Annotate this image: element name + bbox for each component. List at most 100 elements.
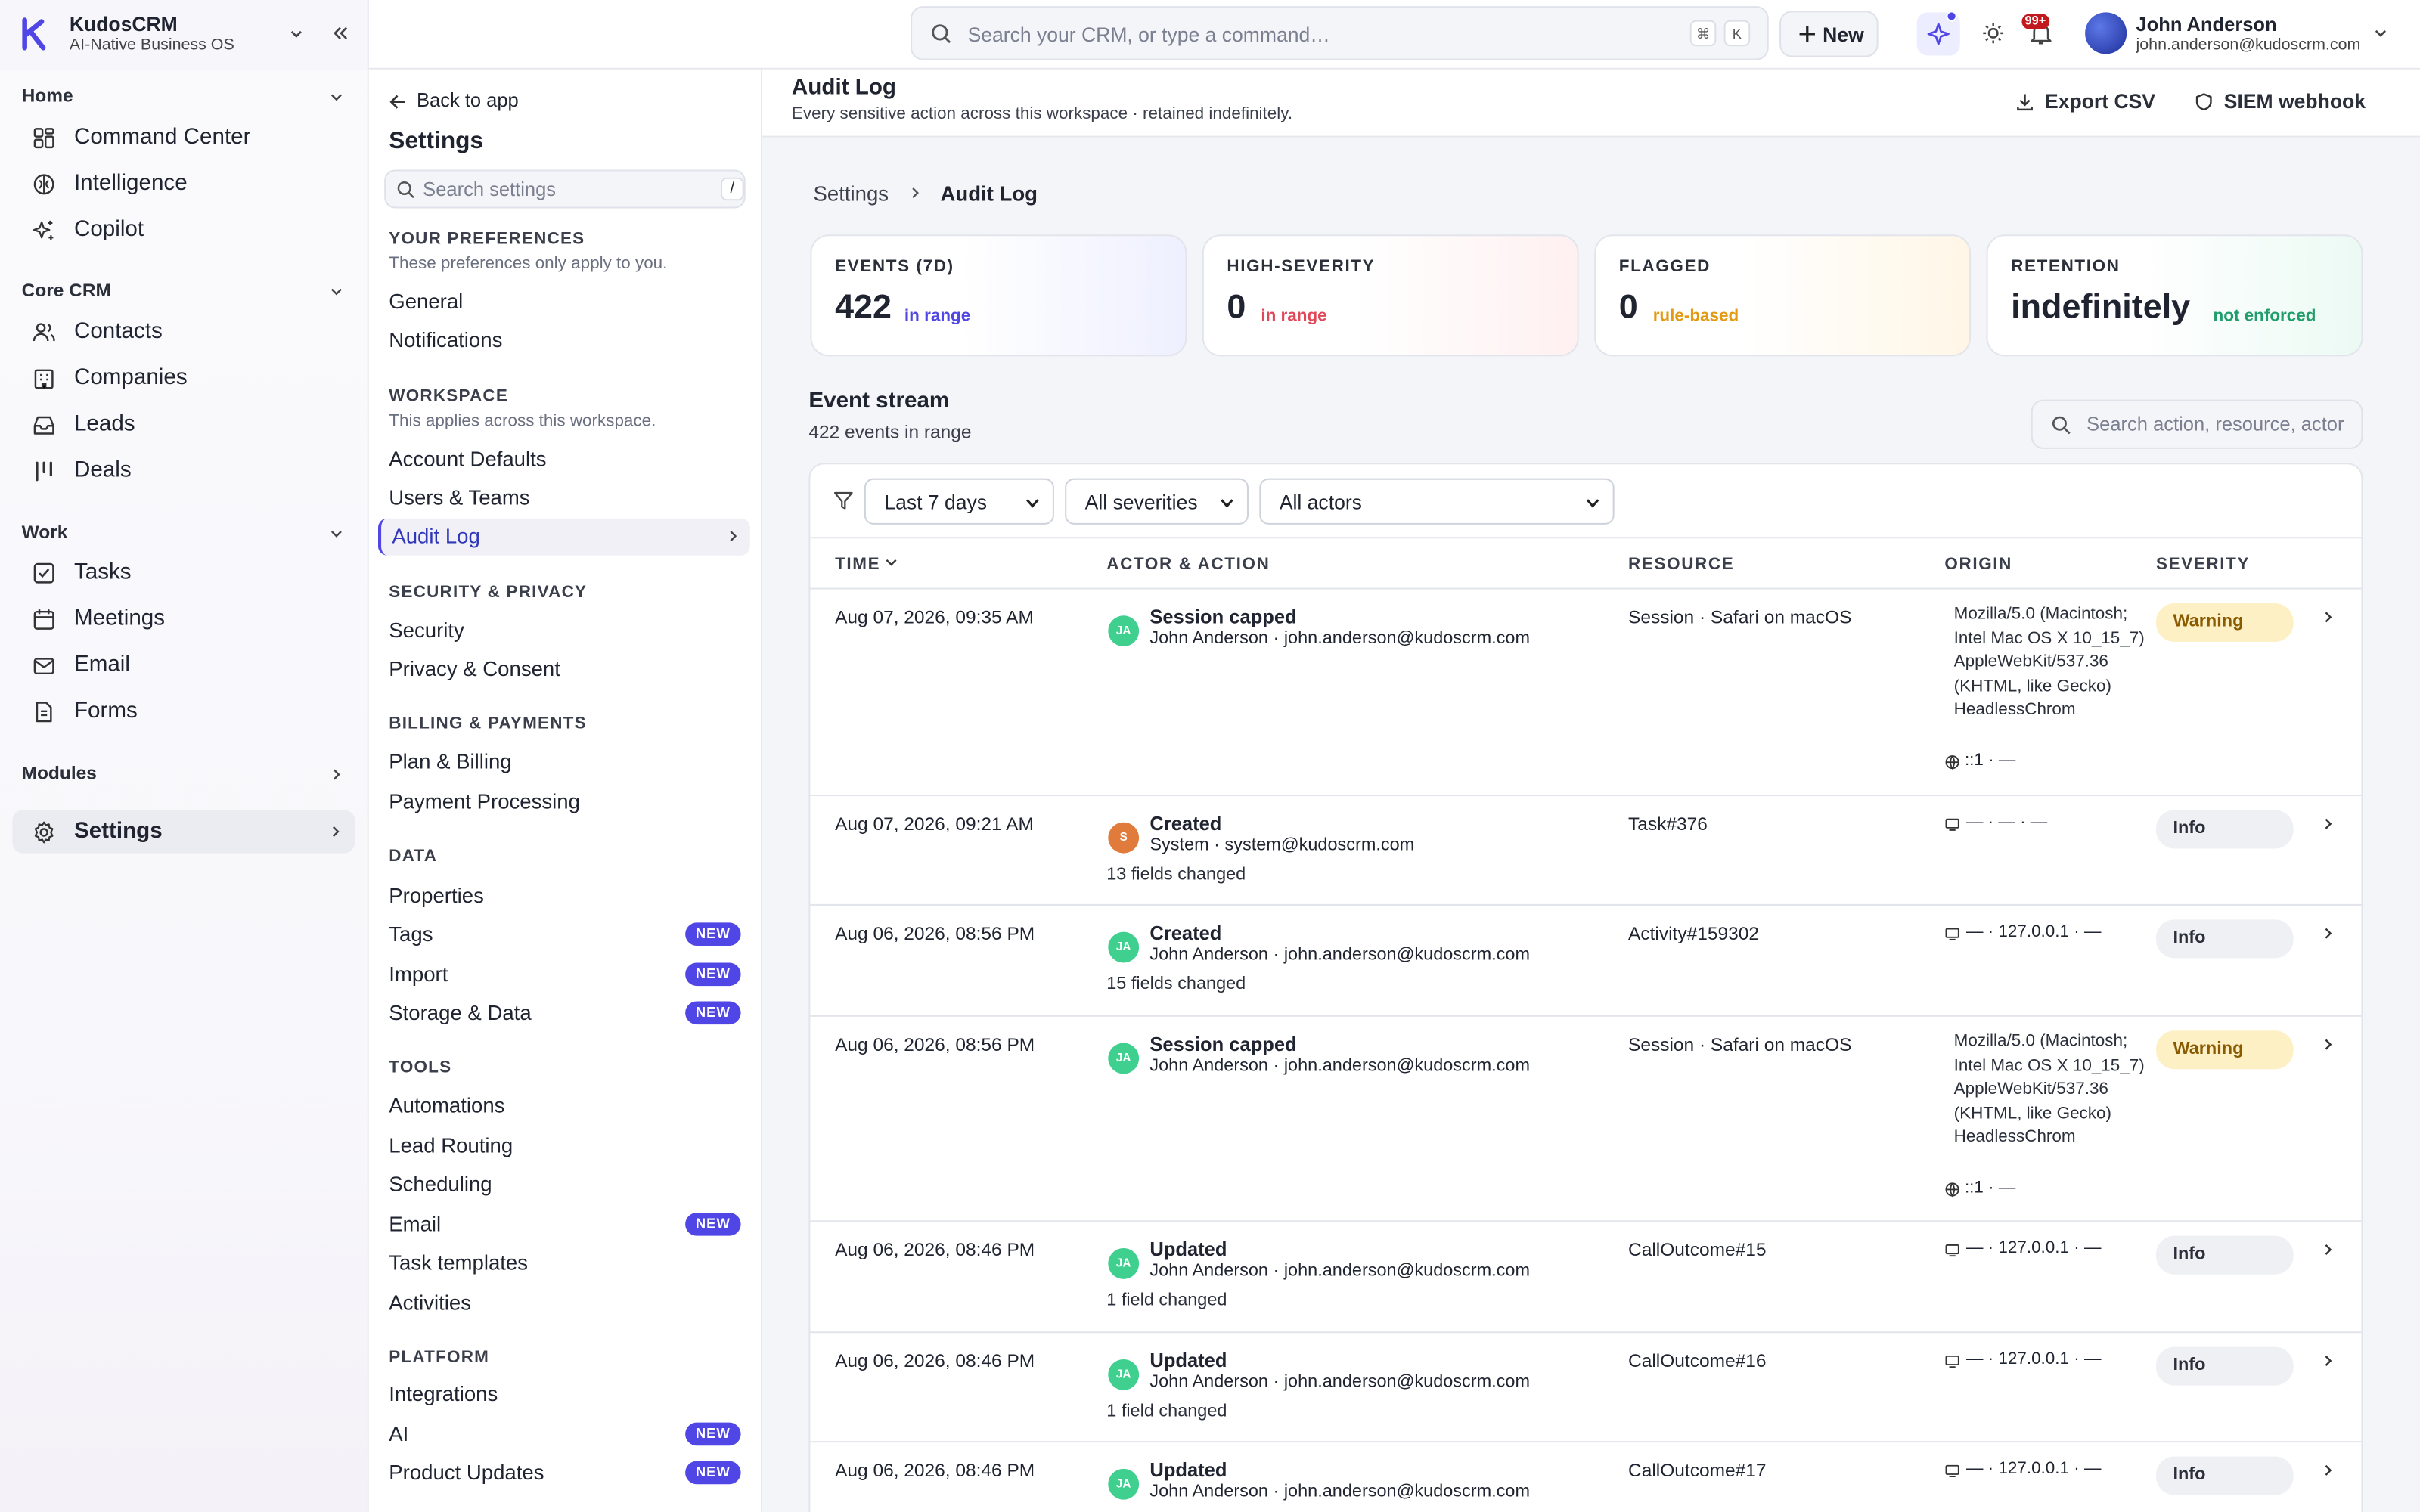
settings-item-storage-data[interactable]: Storage & Data NEW [378,995,750,1032]
user-menu-chevron-icon[interactable] [2372,25,2389,42]
settings-item-label: Notifications [389,328,503,352]
chevron-down-icon[interactable] [329,284,344,299]
settings-nav: Back to app Settings Search settings / Y… [368,69,763,1512]
settings-item-plan-billing[interactable]: Plan & Billing [378,744,750,781]
settings-item-integrations[interactable]: Integrations [378,1376,750,1413]
event-time: Aug 06, 2026, 08:56 PM [835,922,1035,944]
settings-item-properties[interactable]: Properties [378,878,750,915]
section-modules-header[interactable]: Modules [21,762,97,784]
event-origin: — · 127.0.0.1 · — [1965,1459,2102,1479]
event-search-input[interactable]: Search action, resource, actor [2031,399,2363,449]
siem-webhook-label: SIEM webhook [2223,89,2366,113]
settings-item-payment-processing[interactable]: Payment Processing [378,784,750,821]
notification-count-badge: 99+ [2021,14,2049,29]
settings-item-privacy-consent[interactable]: Privacy & Consent [378,651,750,688]
event-origin-ip: ::1 · — [1964,751,2016,770]
chevron-right-icon[interactable] [2321,1353,2335,1368]
chevron-down-icon[interactable] [329,89,344,104]
col-severity: SEVERITY [2155,555,2251,575]
settings-item-tags[interactable]: Tags NEW [378,916,750,953]
nav-contacts[interactable]: Contacts [12,310,355,353]
severity-select[interactable]: All severities [1065,478,1249,525]
settings-item-activities[interactable]: Activities [378,1285,750,1322]
nav-copilot[interactable]: Copilot [12,209,355,252]
nav-tasks[interactable]: Tasks [12,551,355,594]
new-button[interactable]: New [1779,11,1879,57]
table-row[interactable]: Aug 06, 2026, 08:46 PM JA Updated John A… [810,1333,2362,1443]
kpi-high-severity: HIGH-SEVERITY 0 in range [1202,234,1579,357]
section-home-header[interactable]: Home [21,85,73,107]
settings-item-lead-routing[interactable]: Lead Routing [378,1128,750,1165]
chevron-down-icon[interactable] [329,526,344,541]
settings-item-label: Activities [389,1291,471,1315]
severity-badge: Info [2155,810,2294,849]
settings-item-general[interactable]: General [378,284,750,321]
chevron-right-icon[interactable] [2321,1463,2335,1478]
new-badge: NEW [685,1001,741,1025]
chevron-right-icon[interactable] [2321,816,2335,832]
ai-assistant-button[interactable] [1916,11,1960,56]
user-name[interactable]: John Anderson [2136,14,2277,36]
chevron-right-icon [332,826,340,837]
chevron-right-icon[interactable] [2321,925,2335,940]
section-work-header[interactable]: Work [21,521,68,544]
settings-item-email[interactable]: Email NEW [378,1207,750,1244]
table-row[interactable]: Aug 06, 2026, 08:46 PM JA Updated John A… [810,1222,2362,1334]
nav-command-center[interactable]: Command Center [12,116,355,159]
event-changes: 1 field changed [1106,1291,1227,1310]
user-avatar[interactable] [2085,12,2127,54]
nav-email[interactable]: Email [12,643,355,686]
nav-intelligence[interactable]: Intelligence [12,162,355,205]
group-header: PLATFORM [389,1348,490,1368]
theme-toggle-sun-icon[interactable] [1981,22,2005,45]
settings-item-scheduling[interactable]: Scheduling [378,1167,750,1204]
breadcrumb-settings[interactable]: Settings [813,181,889,206]
settings-search-input[interactable]: Search settings / [384,169,746,209]
table-row[interactable]: Aug 07, 2026, 09:21 AM S Created System … [810,796,2362,906]
event-resource: Activity#159302 [1628,922,1759,944]
settings-item-users-teams[interactable]: Users & Teams [378,480,750,517]
workspace-switcher[interactable]: KudosCRM AI-Native Business OS [0,0,369,70]
table-row[interactable]: Aug 07, 2026, 09:35 AM JA Session capped… [810,590,2362,797]
nav-meetings[interactable]: Meetings [12,597,355,640]
global-search-input[interactable]: Search your CRM, or type a command… ⌘ K [911,6,1769,60]
collapse-sidebar-icon[interactable] [330,23,351,44]
settings-item-security[interactable]: Security [378,612,750,649]
nav-leads[interactable]: Leads [12,403,355,446]
settings-item-audit-log[interactable]: Audit Log [377,518,750,556]
settings-item-notifications[interactable]: Notifications [378,323,750,360]
settings-item-label: Properties [389,884,484,907]
table-row[interactable]: Aug 06, 2026, 08:56 PM JA Created John A… [810,906,2362,1017]
select-value: All actors [1279,490,1362,514]
users-icon [33,323,55,342]
chevron-right-icon[interactable] [2321,609,2335,624]
nav-companies[interactable]: Companies [12,356,355,399]
severity-badge: Warning [2155,603,2294,642]
table-row[interactable]: Aug 06, 2026, 08:56 PM JA Session capped… [810,1017,2362,1222]
chevron-right-icon[interactable] [2321,1036,2335,1052]
settings-item-import[interactable]: Import NEW [378,956,750,993]
nav-settings[interactable]: Settings [12,810,355,854]
event-action: Updated [1150,1238,1227,1261]
section-core-crm-header[interactable]: Core CRM [21,279,111,301]
chevron-right-icon[interactable] [329,767,344,782]
nav-deals[interactable]: Deals [12,449,355,492]
settings-item-product-updates[interactable]: Product Updates NEW [378,1455,750,1492]
chevron-down-icon[interactable] [287,25,306,43]
table-header: TIME ACTOR & ACTION RESOURCE ORIGIN SEVE… [810,537,2362,590]
actor-select[interactable]: All actors [1259,478,1615,525]
event-action: Updated [1150,1459,1227,1482]
chevron-right-icon[interactable] [2321,1242,2335,1257]
col-time[interactable]: TIME [835,556,899,574]
event-origin: — · — · — [1965,813,2048,832]
event-actor: John Anderson · john.anderson@kudoscrm.c… [1150,1262,1531,1281]
table-row[interactable]: Aug 06, 2026, 08:46 PM JA Updated John A… [810,1442,2361,1512]
nav-forms[interactable]: Forms [12,689,355,733]
kpi-value: 0 [1227,287,1246,326]
settings-search-placeholder: Search settings [423,178,557,201]
settings-item-account-defaults[interactable]: Account Defaults [378,442,750,479]
settings-item-ai[interactable]: AI NEW [378,1416,750,1453]
date-range-select[interactable]: Last 7 days [864,478,1054,525]
settings-item-automations[interactable]: Automations [378,1088,750,1125]
settings-item-task-templates[interactable]: Task templates [378,1245,750,1282]
